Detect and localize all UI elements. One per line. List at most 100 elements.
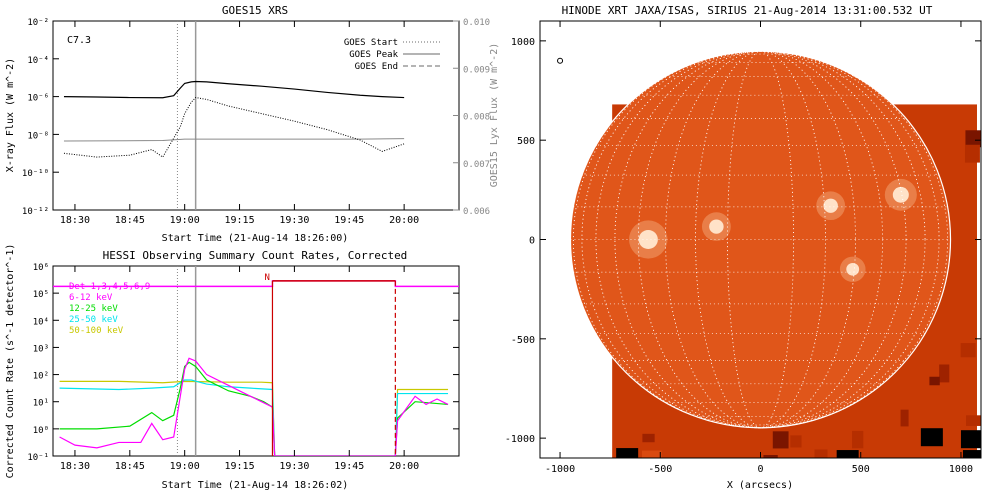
xrt-y-tick-label: 1000 [511, 37, 535, 48]
xrt-image-block [939, 364, 950, 383]
goes-y-tick-label: 10⁻⁴ [27, 56, 49, 66]
hessi-y-axis-label: Corrected Count Rate (s^-1 detector^-1) [5, 244, 16, 479]
hessi-legend-label: Det 1,3,4,5,6,9 [69, 282, 150, 292]
xrt-image-block [814, 449, 828, 458]
hessi-x-tick-label: 19:30 [279, 461, 309, 472]
hessi-plot-frame [52, 265, 460, 457]
goes-y-tick-label: 10⁻⁸ [27, 131, 49, 141]
goes-x-tick-label: 19:15 [224, 215, 254, 226]
goes-y2-tick-label: 0.006 [463, 207, 490, 217]
hessi-legend-label: 25-50 keV [69, 315, 118, 325]
xrt-x-tick-label: 1000 [949, 464, 973, 475]
goes-short-channel-line [63, 97, 405, 158]
xrt-image-title: HINODE XRT JAXA/ISAS, SIRIUS 21-Aug-2014… [562, 4, 933, 17]
xrt-image-block [642, 450, 662, 458]
solar-limb [569, 50, 952, 429]
xrt-y-tick-label: 0 [529, 236, 535, 247]
hessi-x-tick-label: 19:45 [334, 461, 364, 472]
hessi-y-tick-label: 10⁶ [33, 263, 49, 273]
xrt-image-block [900, 409, 909, 427]
hessi-legend-label: 50-100 keV [69, 326, 124, 336]
goes-x-tick-label: 18:45 [115, 215, 145, 226]
xrt-x-axis-label: X (arcsecs) [727, 480, 793, 491]
hessi-y-tick-label: 10⁰ [33, 426, 49, 436]
hinode-xrt-panel: HINODE XRT JAXA/ISAS, SIRIUS 21-Aug-2014… [505, 4, 982, 491]
goes-y2-tick-label: 0.007 [463, 160, 490, 170]
hessi-y-tick-label: 10² [33, 372, 49, 382]
goes-x-tick-label: 19:45 [334, 215, 364, 226]
hessi-6-12kev-line [59, 357, 449, 456]
goes-y-tick-label: 10⁻⁶ [27, 94, 49, 104]
goes-x-tick-label: 20:00 [389, 215, 419, 226]
goes-plot-frame [52, 20, 460, 211]
xrt-image-block [852, 430, 864, 449]
hessi-x-tick-label: 19:15 [224, 461, 254, 472]
goes-legend-label: GOES End [355, 62, 398, 72]
hessi-y-tick-label: 10¹ [33, 399, 49, 409]
goes-y-tick-label: 10⁻¹² [22, 207, 49, 217]
goes-long-channel-line [63, 80, 405, 99]
hessi-x-tick-label: 20:00 [389, 461, 419, 472]
goes-x-tick-label: 19:30 [279, 215, 309, 226]
goes-xrs-panel: GOES15 XRS 18:30 18:45 19:00 19:15 19:30 19:4… [5, 4, 500, 244]
active-region [709, 219, 724, 234]
xrt-x-tick-label: -500 [648, 464, 672, 475]
goes-legend-label: GOES Start [344, 38, 398, 48]
xrt-image-block [790, 435, 802, 448]
goes-legend: GOES Start GOES Peak GOES End [344, 38, 440, 72]
goes-x-tick-label: 19:00 [170, 215, 200, 226]
xrt-image-block [965, 130, 981, 148]
xrt-x-tick-label: 500 [852, 464, 870, 475]
goes-x-axis-label: Start Time (21-Aug-14 18:26:00) [162, 233, 349, 244]
goes-y-axis-label: X-ray Flux (W m^-2) [5, 58, 16, 172]
hessi-y-tick-label: 10⁵ [33, 290, 49, 300]
xrt-image-dark-block [920, 428, 943, 447]
xrt-image-block [763, 455, 778, 458]
xrt-y-tick-label: -1000 [505, 434, 535, 445]
hessi-legend-label: 12-25 keV [69, 304, 118, 314]
hessi-panel: HESSI Observing Summary Count Rates, Cor… [5, 244, 460, 491]
goes-legend-label: GOES Peak [349, 50, 398, 60]
reference-marker [557, 57, 564, 64]
goes-y2-tick-label: 0.009 [463, 65, 490, 75]
hessi-chart-title: HESSI Observing Summary Count Rates, Cor… [103, 249, 408, 262]
active-region [638, 229, 658, 250]
heliographic-longitude-line [727, 50, 794, 429]
hessi-12-25kev-line [59, 361, 449, 456]
active-region [892, 186, 909, 203]
xrt-image-block [642, 433, 655, 443]
goes-lyx-line [63, 138, 405, 142]
goes-y2-tick-label: 0.010 [463, 18, 490, 28]
attenuator-state-label: N [264, 273, 269, 283]
goes-y2-axis-label: GOES15 Lyx Flux (W m^-2) [489, 43, 500, 188]
xrt-image-dark-block [960, 430, 981, 449]
xrt-x-tick-label: 0 [757, 464, 763, 475]
goes-y-tick-label: 10⁻² [27, 18, 49, 28]
xrt-image-block [966, 415, 981, 426]
hessi-50-100kev-line [59, 380, 449, 456]
xrt-image-block [964, 144, 980, 163]
xrt-image-dark-block [962, 450, 981, 458]
active-region [823, 198, 838, 213]
goes-y2-tick-label: 0.008 [463, 113, 490, 123]
goes-flare-class: C7.3 [67, 35, 91, 46]
xrt-image-dark-block [616, 448, 639, 458]
active-region [846, 262, 860, 276]
xrt-image-block [960, 343, 976, 358]
solar-disk [570, 51, 951, 428]
xrt-x-tick-label: -1000 [545, 464, 575, 475]
hessi-y-tick-label: 10⁻¹ [27, 453, 49, 463]
hessi-x-tick-label: 18:30 [60, 461, 90, 472]
hessi-y-tick-label: 10⁴ [33, 317, 49, 327]
xrt-image-block [929, 376, 940, 386]
heliographic-longitude-line [614, 50, 907, 429]
goes-y-tick-label: 10⁻¹⁰ [22, 169, 49, 179]
xrt-y-tick-label: -500 [511, 335, 535, 346]
xrt-image-dark-block [836, 450, 859, 458]
xrt-image-block [772, 431, 789, 449]
xrt-y-tick-label: 500 [517, 136, 535, 147]
hessi-x-axis-label: Start Time (21-Aug-14 18:26:02) [162, 480, 349, 491]
hessi-legend-label: 6-12 keV [69, 293, 113, 303]
